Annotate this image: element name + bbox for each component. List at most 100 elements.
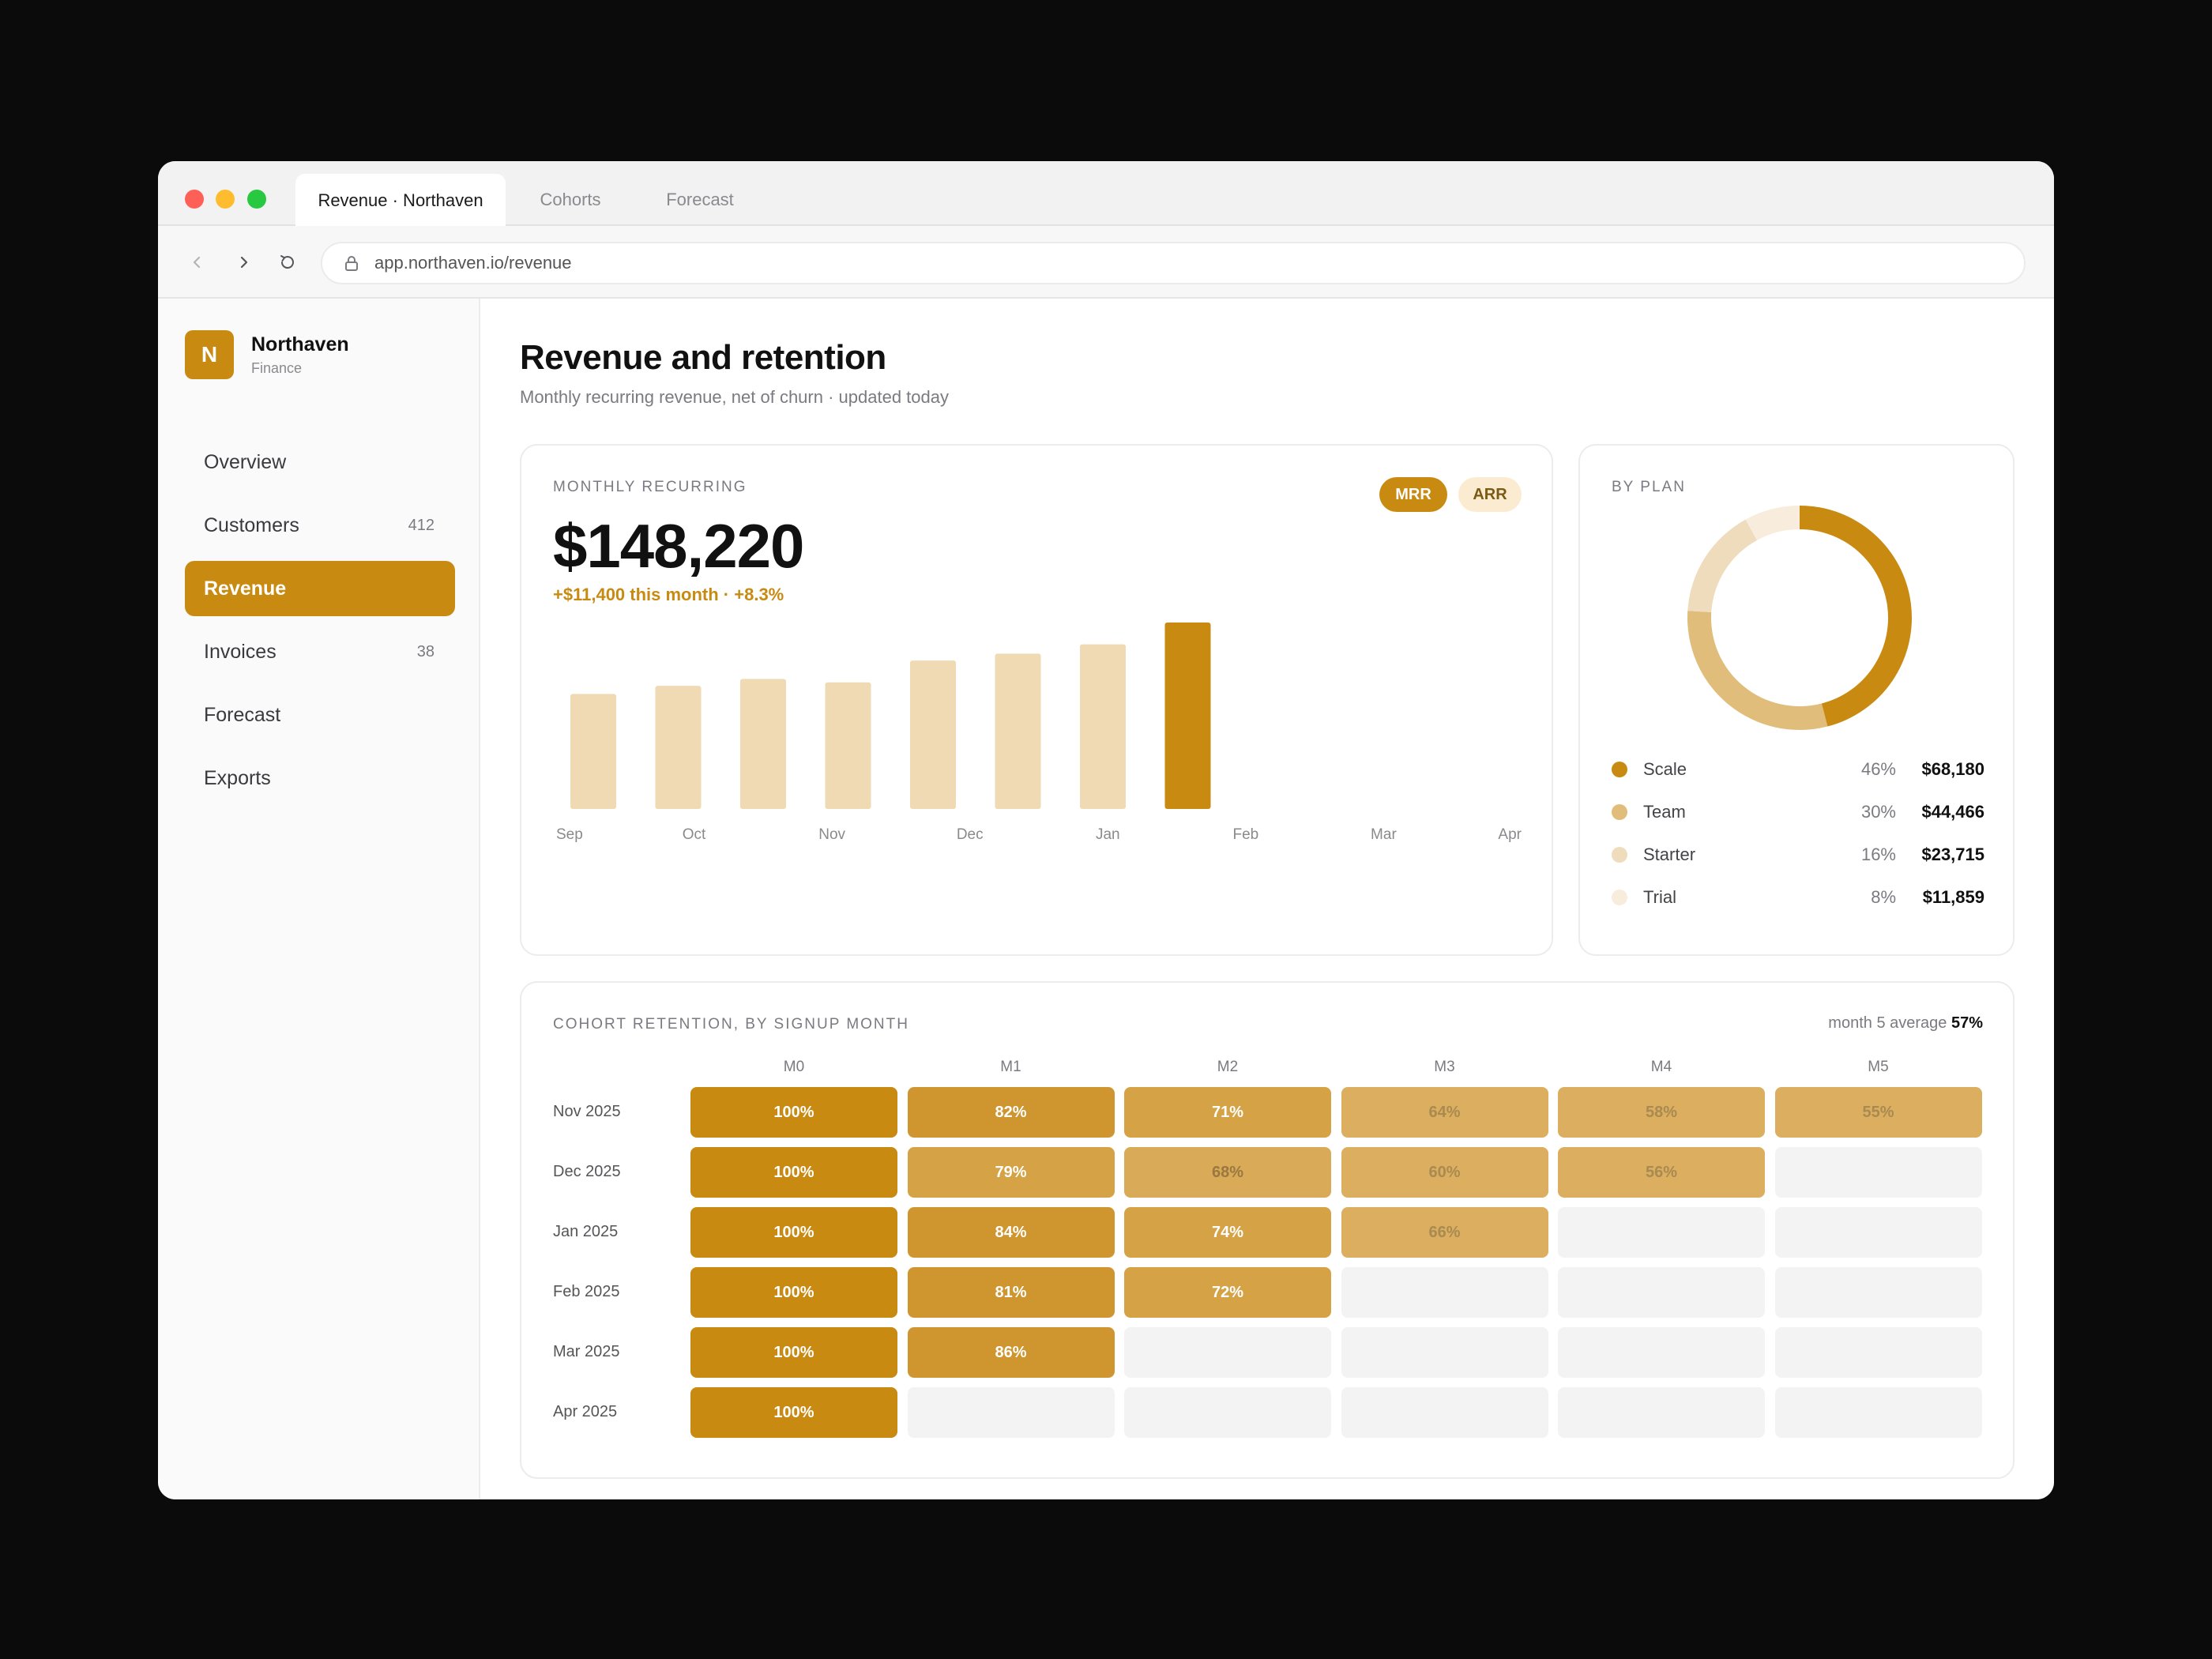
legend-row-team: Team 30% $44,466 (1612, 796, 1984, 828)
sidebar-item-label: Overview (204, 450, 287, 473)
donut-slice-scale (1800, 506, 1912, 727)
url-text: app.northaven.io/revenue (374, 253, 572, 273)
cohort-cell: 55% (1774, 1087, 1982, 1138)
cohort-cell: 86% (907, 1327, 1115, 1378)
cohort-column-header: M0 (783, 1059, 805, 1075)
cohort-cell-empty (1124, 1327, 1331, 1378)
tab-cohorts[interactable]: Cohorts (540, 190, 601, 209)
cohort-cell: 100% (690, 1147, 897, 1198)
sidebar-item-revenue[interactable]: Revenue (185, 561, 455, 616)
tab-forecast[interactable]: Forecast (666, 190, 734, 209)
cohort-cell: 100% (690, 1207, 897, 1258)
cohort-cell-empty (1341, 1327, 1548, 1378)
cohort-cell: 64% (1341, 1087, 1548, 1138)
mrr-card: MONTHLY RECURRING $148,220 +$11,400 this… (520, 444, 1553, 956)
cohort-cell: 60% (1341, 1147, 1548, 1198)
cohort-column-header: M5 (1868, 1059, 1889, 1075)
maximize-window-button[interactable] (247, 190, 266, 209)
sidebar-item-forecast[interactable]: Forecast (185, 687, 455, 743)
cohort-cell: 58% (1558, 1087, 1765, 1138)
cohort-cell-empty (1558, 1207, 1765, 1258)
cohort-cell-empty (1774, 1147, 1982, 1198)
legend-value: $23,715 (1921, 845, 1984, 864)
cohort-card: COHORT RETENTION, BY SIGNUP MONTH month … (520, 981, 2014, 1479)
cohort-cell-empty (1774, 1267, 1982, 1318)
sidebar-item-label: Invoices (204, 640, 276, 663)
lock-icon (344, 253, 365, 273)
mrr-delta: +$11,400 this month · +8.3% (553, 585, 784, 604)
cohort-cell: 74% (1124, 1207, 1331, 1258)
minimize-window-button[interactable] (216, 190, 235, 209)
sidebar-item-overview[interactable]: Overview (185, 434, 455, 490)
legend-name: Scale (1643, 759, 1687, 779)
cohort-row-label: Feb 2025 (553, 1283, 620, 1300)
plan-eyebrow: BY PLAN (1612, 479, 1686, 495)
sidebar-item-invoices[interactable]: Invoices 38 (185, 624, 455, 679)
x-tick-label: Dec (957, 826, 984, 843)
reload-icon (280, 255, 294, 269)
cohort-cell: 79% (907, 1147, 1115, 1198)
cohort-average-value: 57% (1951, 1014, 1983, 1032)
sidebar-item-customers[interactable]: Customers 412 (185, 498, 455, 553)
mrr-toggle-button[interactable]: MRR (1379, 477, 1447, 512)
browser-toolbar: app.northaven.io/revenue (158, 226, 2054, 299)
sidebar-item-count: 412 (408, 516, 434, 534)
cohort-cell: 84% (907, 1207, 1115, 1258)
cohort-cell-empty (1774, 1327, 1982, 1378)
cohort-row-label: Dec 2025 (553, 1163, 621, 1180)
legend-value: $68,180 (1921, 759, 1984, 779)
cohort-cell: 56% (1558, 1147, 1765, 1198)
legend-pct: 46% (1860, 759, 1896, 779)
legend-row-starter: Starter 16% $23,715 (1612, 839, 1984, 871)
cohort-row-label: Mar 2025 (553, 1343, 620, 1360)
sidebar-item-label: Revenue (204, 577, 287, 600)
sidebar-item-label: Exports (204, 766, 271, 789)
sidebar: N Northaven Finance Overview Customers 4… (158, 299, 480, 1499)
legend-value: $11,859 (1922, 887, 1984, 907)
cohort-row-label: Nov 2025 (553, 1103, 621, 1120)
cohort-column-header: M4 (1650, 1059, 1672, 1075)
reload-button[interactable] (273, 248, 302, 276)
legend-name: Team (1643, 802, 1686, 822)
page-title: Revenue and retention (520, 338, 886, 377)
x-tick-label: Sep (556, 826, 583, 843)
address-bar[interactable]: app.northaven.io/revenue (321, 242, 2026, 284)
legend-swatch (1612, 890, 1627, 905)
forward-button[interactable] (229, 248, 258, 276)
cohort-cell: 100% (690, 1087, 897, 1138)
cohort-eyebrow: COHORT RETENTION, BY SIGNUP MONTH (553, 1016, 909, 1033)
cohort-cell: 71% (1124, 1087, 1331, 1138)
mrr-bar (570, 694, 616, 809)
cohort-cell-empty (1558, 1387, 1765, 1438)
cohort-column-header: M1 (1000, 1059, 1021, 1075)
mrr-value: $148,220 (553, 511, 804, 581)
cohort-row-label: Apr 2025 (553, 1403, 618, 1420)
cohort-average-label: month 5 average (1828, 1014, 1947, 1032)
sidebar-item-count: 38 (416, 642, 434, 660)
cohort-cell: 72% (1124, 1267, 1331, 1318)
x-tick-label: Apr (1498, 826, 1522, 843)
x-tick-label: Feb (1232, 826, 1258, 843)
cohort-cell: 100% (690, 1387, 897, 1438)
close-window-button[interactable] (185, 190, 204, 209)
legend-name: Trial (1643, 887, 1676, 907)
arr-toggle-button[interactable]: ARR (1458, 477, 1522, 512)
sidebar-item-exports[interactable]: Exports (185, 750, 455, 806)
plan-card: BY PLAN Scale 46% $68,180 Team 30% $44,4… (1578, 444, 2014, 956)
donut-slice-starter (1687, 519, 1758, 612)
mrr-bar (740, 679, 786, 809)
cohort-cell-empty (1341, 1387, 1548, 1438)
legend-swatch (1612, 804, 1627, 820)
cohort-column-header: M2 (1217, 1059, 1239, 1075)
cohort-cell-empty (1124, 1387, 1331, 1438)
back-button[interactable] (183, 248, 212, 276)
mrr-bar (910, 660, 956, 809)
cohort-column-header: M3 (1434, 1059, 1455, 1075)
cohort-cell: 68% (1124, 1147, 1331, 1198)
cohort-row-label: Jan 2025 (553, 1223, 619, 1240)
x-tick-label: Oct (683, 826, 706, 843)
donut-slice-team (1687, 611, 1828, 730)
legend-pct: 16% (1860, 845, 1896, 864)
cohort-cell-empty (1341, 1267, 1548, 1318)
tab-revenue[interactable]: Revenue · Northaven (295, 174, 506, 228)
